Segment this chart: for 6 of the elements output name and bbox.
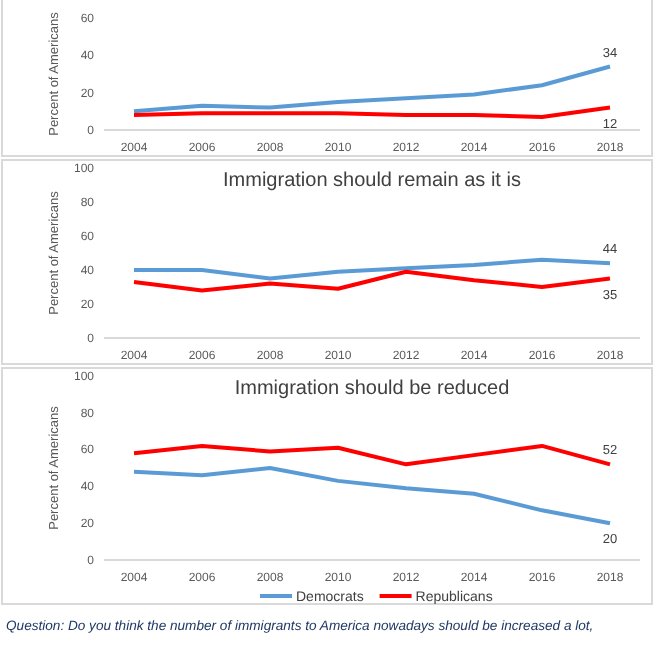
line-series [132,466,612,526]
chart-title: Immigration should remain as it is [223,170,521,192]
line-series [132,269,612,293]
line-series [132,64,612,114]
chart-title: Immigration should be reduced [234,378,510,400]
line-series [132,257,612,281]
